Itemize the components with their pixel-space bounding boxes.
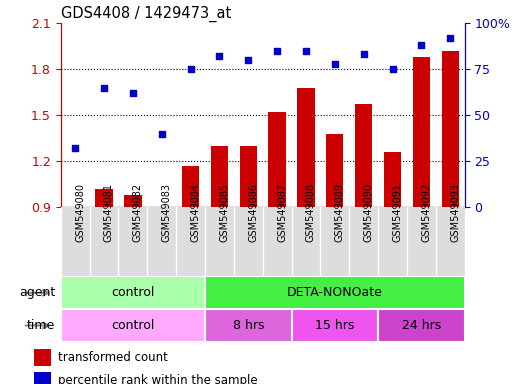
Text: GSM549084: GSM549084 — [191, 184, 201, 242]
Text: 15 hrs: 15 hrs — [315, 319, 354, 332]
Point — [273, 48, 281, 54]
Bar — [355, 104, 372, 207]
Text: GSM549092: GSM549092 — [421, 183, 431, 242]
Point — [301, 48, 310, 54]
Bar — [268, 112, 286, 207]
Text: agent: agent — [19, 286, 55, 299]
Text: GSM549083: GSM549083 — [162, 184, 172, 242]
Text: GSM549088: GSM549088 — [306, 184, 316, 242]
Bar — [34, 349, 51, 366]
Point — [157, 131, 166, 137]
Text: GSM549082: GSM549082 — [133, 183, 143, 242]
Text: GSM549089: GSM549089 — [335, 184, 345, 242]
Point — [244, 57, 252, 63]
Bar — [384, 152, 401, 207]
Bar — [378, 309, 465, 342]
Bar — [240, 146, 257, 207]
Text: 8 hrs: 8 hrs — [232, 319, 264, 332]
Bar — [205, 309, 291, 342]
Text: transformed count: transformed count — [58, 351, 168, 364]
Text: control: control — [111, 319, 155, 332]
Text: GSM549087: GSM549087 — [277, 183, 287, 242]
Point — [446, 35, 455, 41]
Text: percentile rank within the sample: percentile rank within the sample — [58, 374, 258, 384]
Bar — [205, 276, 465, 309]
Point — [129, 90, 137, 96]
Point — [186, 66, 195, 72]
Bar — [291, 309, 378, 342]
Bar — [297, 88, 315, 207]
Text: DETA-NONOate: DETA-NONOate — [287, 286, 383, 299]
Text: GSM549086: GSM549086 — [248, 184, 258, 242]
Bar — [61, 276, 205, 309]
Text: time: time — [27, 319, 55, 332]
Text: GSM549080: GSM549080 — [75, 184, 85, 242]
Text: control: control — [111, 286, 155, 299]
Point — [215, 53, 224, 59]
Bar — [326, 134, 343, 207]
Bar — [211, 146, 228, 207]
Text: GSM549085: GSM549085 — [220, 183, 229, 242]
Text: GSM549091: GSM549091 — [392, 184, 402, 242]
Point — [331, 61, 339, 67]
Bar — [96, 189, 112, 207]
Point — [100, 84, 108, 91]
Point — [388, 66, 397, 72]
Point — [417, 42, 426, 48]
Text: GSM549081: GSM549081 — [104, 184, 114, 242]
Text: GSM549090: GSM549090 — [364, 184, 374, 242]
Bar — [441, 51, 459, 207]
Text: GSM549093: GSM549093 — [450, 184, 460, 242]
Text: GDS4408 / 1429473_at: GDS4408 / 1429473_at — [61, 5, 231, 22]
Bar — [34, 372, 51, 384]
Point — [71, 145, 79, 151]
Bar — [413, 57, 430, 207]
Bar — [124, 195, 142, 207]
Bar — [61, 309, 205, 342]
Point — [360, 51, 368, 58]
Text: 24 hrs: 24 hrs — [402, 319, 441, 332]
Bar — [182, 166, 199, 207]
